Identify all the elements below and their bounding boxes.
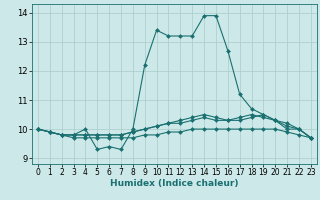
X-axis label: Humidex (Indice chaleur): Humidex (Indice chaleur): [110, 179, 239, 188]
